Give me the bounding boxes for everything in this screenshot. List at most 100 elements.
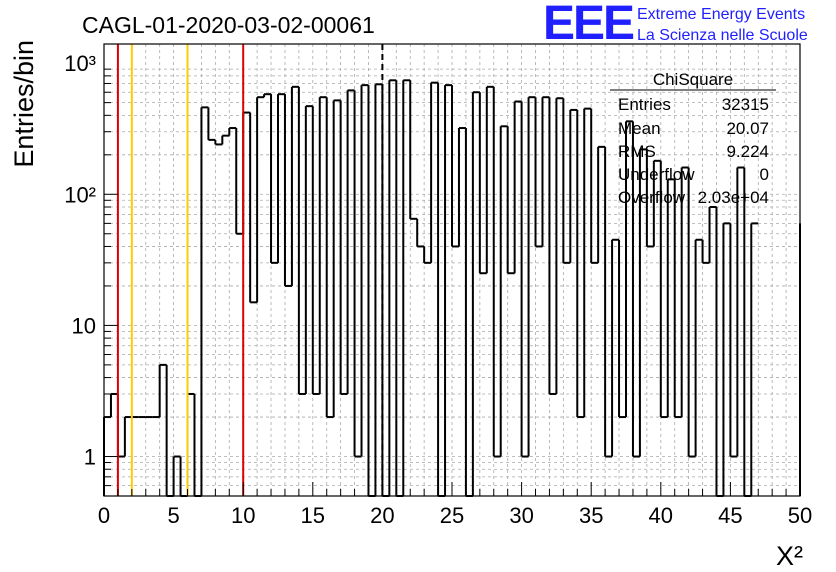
x-tick-label: 30 bbox=[509, 503, 533, 528]
histogram-bin bbox=[492, 86, 501, 458]
y-tick-label: 10³ bbox=[64, 51, 96, 76]
histogram-bin bbox=[548, 97, 557, 395]
histogram-bin bbox=[311, 106, 320, 395]
logo-line-1: Extreme Energy Events bbox=[637, 6, 805, 23]
histogram-bin bbox=[562, 98, 571, 264]
histogram-bin bbox=[186, 392, 195, 496]
y-tick-label: 10 bbox=[72, 313, 96, 338]
x-tick-label: 50 bbox=[788, 503, 812, 528]
histogram-bin bbox=[604, 146, 613, 458]
histogram-bin bbox=[249, 112, 258, 304]
stats-label-entries: Entries bbox=[618, 95, 671, 114]
x-axis-label: X² bbox=[776, 541, 803, 571]
histogram-bin bbox=[457, 127, 466, 247]
histogram-bin bbox=[214, 139, 223, 146]
histogram-bin bbox=[165, 364, 174, 497]
cut-lines bbox=[116, 44, 384, 496]
x-tick-label: 10 bbox=[231, 503, 255, 528]
histogram-bin bbox=[270, 94, 278, 264]
histogram-bin bbox=[722, 222, 731, 496]
histogram-bin bbox=[464, 128, 473, 497]
histogram-bin bbox=[485, 85, 494, 274]
histogram-bin bbox=[304, 105, 313, 394]
histogram-bin bbox=[631, 121, 640, 458]
histogram-bin bbox=[263, 93, 272, 98]
histogram-series bbox=[103, 79, 801, 497]
histogram-bin bbox=[256, 96, 265, 303]
histogram-bin bbox=[576, 109, 585, 419]
stats-label-overflow: Overflow bbox=[618, 188, 686, 207]
x-tick-label: 20 bbox=[370, 503, 394, 528]
x-tick-label: 35 bbox=[579, 503, 603, 528]
histogram-bin bbox=[597, 145, 606, 263]
histogram-bin bbox=[750, 222, 759, 496]
histogram-bin bbox=[444, 84, 452, 496]
histogram-bin bbox=[200, 106, 209, 496]
histogram-bin bbox=[353, 90, 362, 458]
x-tick-label: 0 bbox=[98, 503, 110, 528]
histogram-bin bbox=[437, 82, 446, 497]
histogram-bin bbox=[659, 160, 668, 419]
histogram-bin bbox=[416, 218, 425, 248]
histogram-bin bbox=[339, 100, 348, 395]
histogram-bin bbox=[242, 111, 251, 234]
histogram-bin bbox=[423, 246, 432, 264]
histogram-bin bbox=[527, 96, 536, 457]
x-tick-label: 40 bbox=[649, 503, 673, 528]
histogram-bin bbox=[701, 239, 710, 264]
histogram-bin bbox=[680, 166, 689, 418]
histogram-bin bbox=[395, 80, 404, 497]
y-axis-label: Entries/bin bbox=[9, 40, 39, 168]
histogram-bin bbox=[673, 179, 682, 419]
histogram-bin bbox=[116, 393, 125, 458]
histogram-bin bbox=[478, 92, 487, 275]
histogram-bin bbox=[534, 97, 543, 248]
stats-label-underflow: Underflow bbox=[618, 165, 695, 184]
histogram-bin bbox=[625, 120, 633, 418]
histogram-bin bbox=[409, 80, 418, 220]
stats-label-mean: Mean bbox=[618, 119, 661, 138]
axis-ticks: 0 5 10 15 20 25 30 35 40 45 50 1 10 10² 10³ bbox=[64, 51, 812, 528]
histogram-bin bbox=[207, 107, 216, 141]
histogram-bin bbox=[715, 206, 724, 497]
histogram-bin bbox=[555, 97, 564, 394]
histogram-bin bbox=[346, 89, 355, 394]
histogram-bin bbox=[471, 91, 480, 496]
histogram-bin bbox=[729, 223, 738, 458]
histogram-bin bbox=[381, 84, 390, 497]
x-tick-label: 5 bbox=[167, 503, 179, 528]
histogram-bin bbox=[402, 79, 411, 496]
histogram-bin bbox=[694, 238, 703, 457]
histogram-bin bbox=[451, 85, 459, 248]
logo-mark: EEE bbox=[543, 0, 634, 50]
histogram-bin bbox=[297, 86, 306, 395]
histogram-bin bbox=[541, 96, 550, 247]
histogram-bin bbox=[158, 363, 167, 418]
stats-value-rms: 9.224 bbox=[726, 142, 769, 161]
stats-value-underflow: 0 bbox=[760, 165, 769, 184]
histogram-bin bbox=[513, 100, 522, 274]
stats-value-entries: 32315 bbox=[722, 95, 769, 114]
histogram-bin bbox=[367, 85, 376, 497]
x-tick-label: 15 bbox=[301, 503, 325, 528]
chart-title: CAGL-01-2020-03-02-00061 bbox=[82, 12, 375, 38]
histogram-bin bbox=[290, 85, 299, 286]
histogram-bin bbox=[332, 99, 341, 418]
histogram-bin bbox=[277, 93, 285, 263]
histogram-bin bbox=[652, 159, 661, 247]
histogram-bin bbox=[318, 96, 327, 394]
histogram-bin bbox=[499, 125, 508, 457]
histogram-bin bbox=[583, 107, 592, 418]
histogram-bin bbox=[618, 239, 626, 419]
histogram-bin bbox=[666, 178, 675, 418]
histogram-bin bbox=[325, 97, 334, 419]
histogram-bin bbox=[109, 392, 118, 418]
histogram-bin bbox=[520, 101, 529, 458]
histogram-bin bbox=[388, 79, 397, 496]
histogram-bin bbox=[569, 108, 578, 263]
histogram-bin bbox=[590, 108, 599, 264]
histogram-bin bbox=[228, 127, 237, 136]
histogram-bin bbox=[123, 416, 132, 457]
y-tick-label: 10² bbox=[64, 182, 96, 207]
